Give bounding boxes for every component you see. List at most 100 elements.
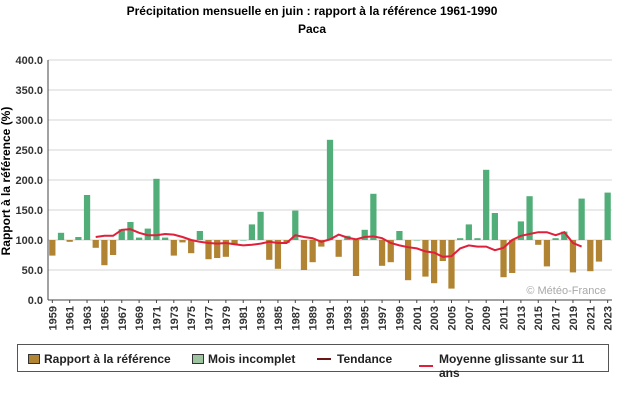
bar-2019	[569, 240, 577, 273]
x-tick-label: 1981	[238, 306, 250, 330]
bar-1985	[274, 240, 282, 269]
bar-2017	[552, 238, 559, 240]
bar-2021	[587, 240, 594, 272]
bar-1973	[170, 240, 177, 256]
bar-1990	[318, 240, 325, 247]
bar-series	[49, 139, 611, 289]
bar-2001	[413, 240, 420, 241]
y-axis-label: Rapport à la référence (%)	[0, 107, 13, 256]
bar-1984	[266, 240, 273, 260]
bar-1968	[127, 222, 134, 240]
legend: Rapport à la référence Mois incomplet Te…	[17, 344, 609, 380]
x-tick-label: 1999	[394, 306, 406, 330]
y-tick-label: 350.0	[15, 85, 43, 97]
x-tick-label: 1967	[117, 306, 129, 330]
x-tick-label: 1983	[256, 306, 268, 330]
bar-1975	[188, 240, 195, 254]
bar-1988	[300, 240, 308, 270]
bar-1982	[248, 224, 256, 240]
x-tick-label: 2011	[499, 306, 511, 330]
y-tick-label: 150.0	[15, 205, 43, 217]
legend-line-moyenne	[419, 365, 433, 367]
bar-1994	[352, 240, 360, 276]
y-tick-label: 200.0	[15, 175, 43, 187]
legend-label-moyenne: Moyenne glissante sur 11 ans	[438, 352, 585, 380]
x-tick-label: 1977	[204, 306, 216, 330]
bar-2013	[517, 221, 525, 240]
x-tick-label: 1959	[47, 306, 59, 330]
bar-1986	[283, 240, 290, 243]
x-tick-label: 1963	[82, 306, 94, 330]
bar-2002	[422, 240, 429, 277]
x-tick-label: 2017	[551, 306, 563, 330]
moving-average-line	[95, 228, 582, 258]
bar-2015	[535, 240, 542, 245]
bar-1987	[292, 210, 299, 240]
y-tick-label: 250.0	[15, 145, 43, 157]
y-tick-label: 300.0	[15, 115, 43, 127]
legend-item-tendance: Tendance	[317, 352, 392, 366]
bar-1962	[75, 237, 82, 240]
bar-2005	[448, 240, 455, 289]
legend-label-incomplet: Mois incomplet	[208, 352, 296, 366]
bar-1997	[378, 240, 386, 266]
x-tick-label: 1989	[308, 306, 320, 330]
watermark: © Météo-France	[526, 285, 606, 297]
x-tick-label: 1961	[65, 306, 77, 330]
bar-2014	[526, 196, 533, 240]
bar-2006	[457, 238, 464, 240]
bar-2012	[509, 240, 516, 273]
bar-1971	[153, 178, 160, 240]
chart-title: Précipitation mensuelle en juin : rappor…	[127, 4, 498, 18]
legend-line-tendance	[317, 358, 331, 360]
bar-2003	[430, 240, 438, 284]
bar-2011	[500, 240, 507, 278]
bar-1960	[57, 232, 65, 240]
x-tick-label: 2019	[568, 306, 580, 330]
x-tick-label: 1979	[221, 306, 233, 330]
x-tick-label: 2003	[429, 306, 441, 330]
axes: 0.0 50.0 100.0 150.0 200.0 250.0 300.0 350.0 400…	[15, 55, 614, 330]
x-tick-label: 1969	[134, 306, 146, 330]
x-tick-label: 1995	[360, 306, 372, 330]
x-tick-label: 2015	[533, 306, 545, 330]
bar-2000	[404, 240, 412, 281]
bar-2009	[483, 169, 490, 240]
bar-1981	[240, 240, 247, 241]
x-tick-label: 2009	[481, 306, 493, 330]
x-tick-label: 2013	[516, 306, 528, 330]
bar-2007	[465, 224, 472, 240]
x-tick-label: 1987	[290, 306, 302, 330]
bar-2020	[578, 198, 585, 240]
y-tick-label: 0.0	[28, 295, 43, 307]
bar-2018	[561, 231, 568, 240]
bar-1995	[361, 229, 368, 240]
bar-1979	[222, 240, 230, 257]
bar-1966	[109, 240, 117, 255]
bar-2004	[439, 240, 446, 261]
legend-label-tendance: Tendance	[337, 352, 393, 366]
legend-item-rapport: Rapport à la référence	[28, 352, 171, 366]
bar-2016	[543, 240, 551, 267]
x-tick-label: 2021	[585, 306, 597, 330]
bar-1996	[370, 193, 377, 240]
legend-swatch-rapport	[28, 354, 40, 364]
legend-item-incomplet: Mois incomplet	[192, 352, 295, 366]
bar-1967	[118, 229, 125, 240]
bar-1972	[162, 237, 169, 240]
x-tick-label: 1993	[342, 306, 354, 330]
bar-1969	[135, 237, 143, 240]
y-tick-label: 50.0	[22, 265, 43, 277]
bar-1989	[309, 240, 316, 263]
x-tick-label: 2005	[447, 306, 459, 330]
bar-2008	[474, 238, 481, 240]
x-tick-label: 1965	[99, 306, 111, 330]
bar-1991	[326, 139, 334, 240]
bar-1977	[205, 240, 212, 260]
x-tick-label: 1985	[273, 306, 285, 330]
x-tick-label: 1973	[169, 306, 181, 330]
bar-1978	[214, 240, 221, 258]
bar-1965	[101, 240, 108, 266]
x-tick-label: 1991	[325, 306, 337, 330]
